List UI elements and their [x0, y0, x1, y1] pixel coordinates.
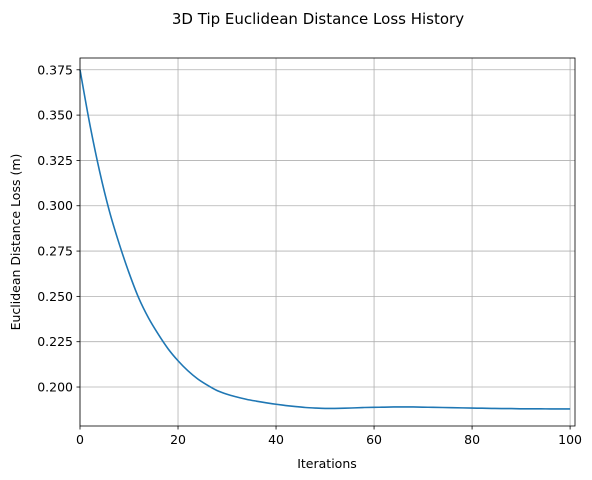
- x-tick-label: 0: [76, 432, 84, 447]
- chart-title: 3D Tip Euclidean Distance Loss History: [172, 10, 464, 28]
- y-tick-label: 0.275: [37, 244, 73, 259]
- x-tick-label: 40: [268, 432, 284, 447]
- y-axis: 0.200 0.225 0.250 0.275 0.300 0.325 0.350 0.375: [37, 62, 80, 395]
- x-axis-label: Iterations: [297, 456, 357, 471]
- y-tick-label: 0.300: [37, 198, 73, 213]
- x-axis: 0 20 40 60 80 100: [76, 426, 582, 447]
- y-tick-label: 0.200: [37, 380, 73, 395]
- x-tick-label: 80: [464, 432, 480, 447]
- y-tick-label: 0.350: [37, 108, 73, 123]
- series-layer: [79, 69, 571, 410]
- loss-series-line: [79, 69, 571, 410]
- y-tick-label: 0.375: [37, 62, 73, 77]
- plot-frame: [79, 57, 576, 427]
- y-tick-label: 0.325: [37, 153, 73, 168]
- x-tick-label: 100: [558, 432, 582, 447]
- y-axis-label: Euclidean Distance Loss (m): [8, 154, 23, 331]
- y-tick-label: 0.225: [37, 334, 73, 349]
- x-tick-label: 60: [366, 432, 382, 447]
- x-tick-label: 20: [170, 432, 186, 447]
- y-tick-label: 0.250: [37, 289, 73, 304]
- grid: [79, 58, 575, 426]
